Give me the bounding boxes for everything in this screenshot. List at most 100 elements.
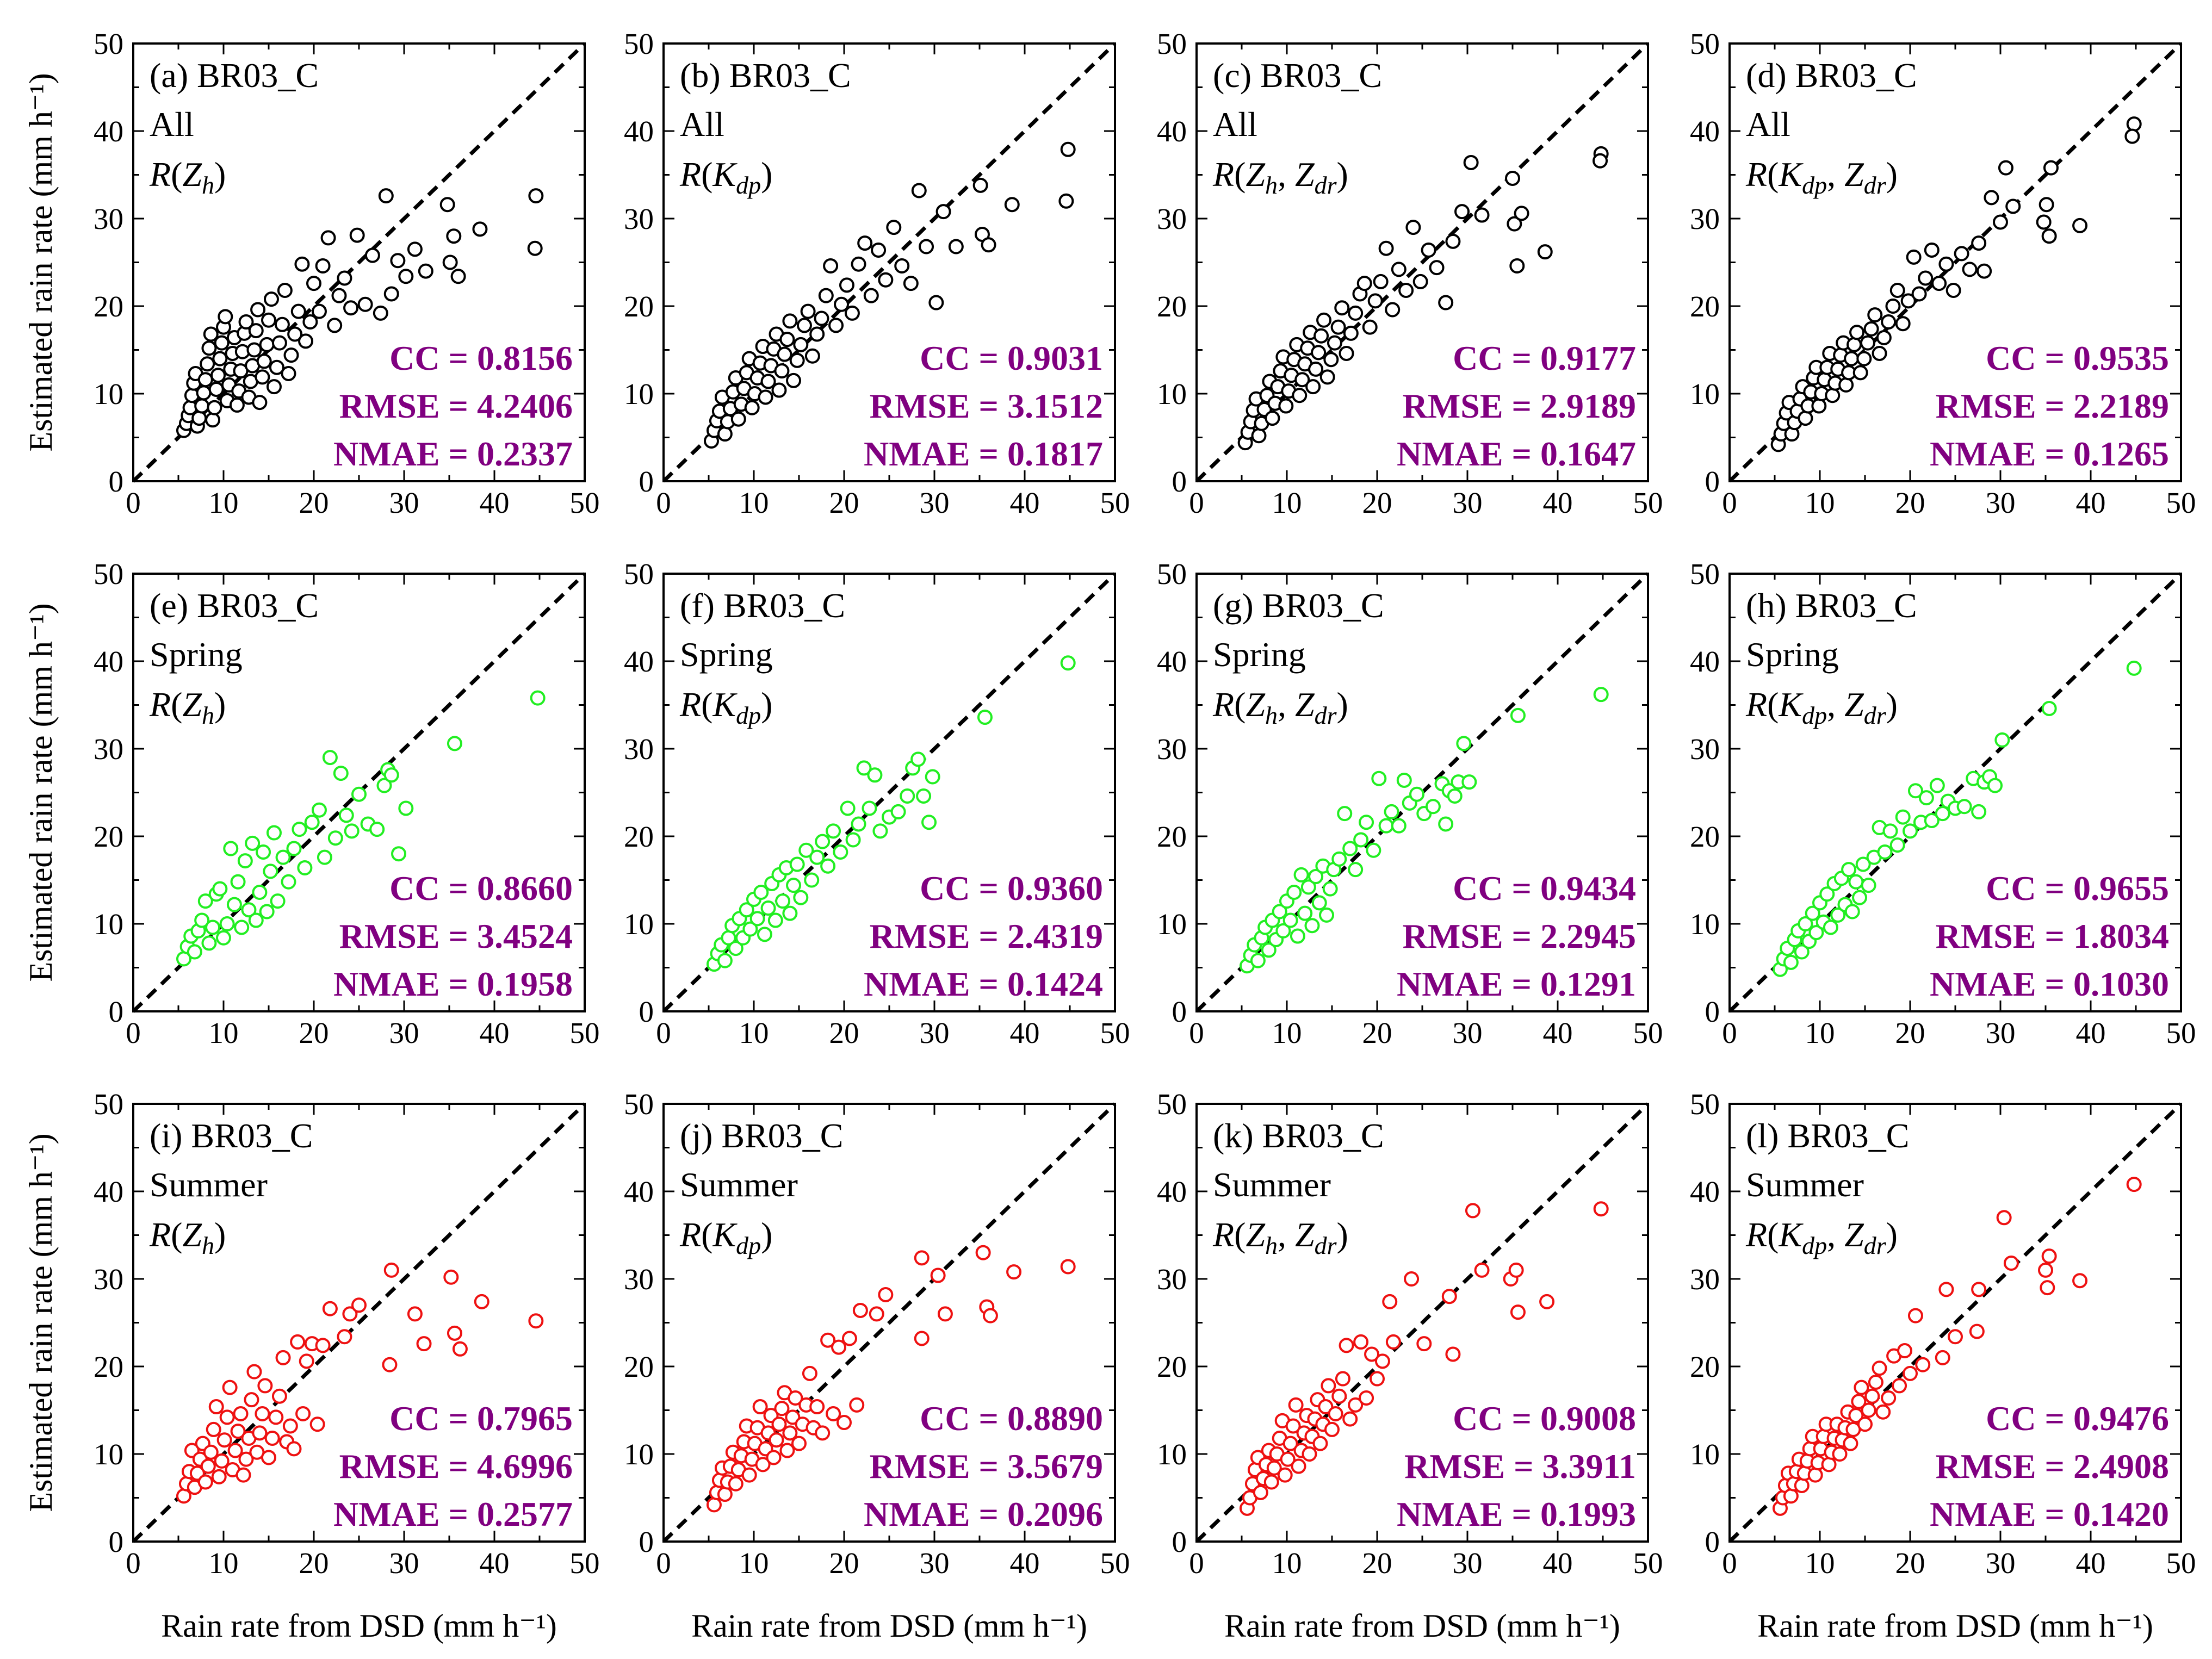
season-label: All (680, 105, 724, 144)
panel-i: 00 10 10 20 20 30 30 40 40 50 50 (i) BR03_C Summer R(… (23, 1088, 600, 1644)
scatter-point (349, 227, 365, 243)
scatter-point (271, 1388, 287, 1404)
scatter-point (439, 197, 455, 213)
scatter-point (214, 335, 230, 351)
scatter-point (1342, 841, 1358, 856)
scatter-point (935, 204, 951, 220)
scatter-point (266, 825, 282, 841)
y-tick-label: 30 (94, 202, 123, 235)
y-tick-label: 0 (109, 465, 124, 498)
scatter-point (1251, 428, 1267, 444)
scatter-point (200, 1458, 216, 1474)
x-tick-label: 30 (1986, 1546, 2016, 1580)
x-tick-label: 20 (829, 1546, 859, 1580)
scatter-point (383, 767, 399, 783)
scatter-point (447, 736, 462, 751)
scatter-point (845, 832, 861, 848)
scatter-point (1321, 1378, 1336, 1394)
x-tick-label: 30 (1453, 486, 1483, 519)
y-tick-label: 20 (1690, 1350, 1720, 1383)
scatter-point (1856, 351, 1872, 366)
scatter-point (290, 303, 306, 319)
x-axis-title: Rain rate from DSD (mm h⁻¹) (1757, 1608, 2153, 1644)
scatter-point (1882, 823, 1898, 839)
rmse-stat: RMSE = 2.2945 (1403, 917, 1636, 955)
scatter-point (1425, 799, 1441, 815)
y-tick-label: 30 (1690, 202, 1720, 235)
scatter-point (1849, 325, 1865, 340)
y-tick-label: 30 (624, 202, 654, 235)
scatter-point (1445, 233, 1461, 249)
scatter-point (1537, 244, 1553, 260)
scatter-point (248, 323, 264, 339)
scatter-point (2124, 128, 2140, 144)
scatter-point (1852, 365, 1868, 381)
panel-title: (i) BR03_C (150, 1116, 313, 1155)
scatter-point (972, 177, 988, 193)
scatter-point (804, 872, 820, 888)
scatter-point (1819, 886, 1835, 902)
scatter-point (911, 183, 927, 198)
scatter-point (2072, 1273, 2088, 1289)
scatter-point (910, 751, 926, 767)
scatter-point (219, 1409, 235, 1425)
scatter-point (528, 188, 544, 204)
scatter-point (1929, 778, 1945, 793)
scatter-point (1808, 925, 1824, 941)
y-tick-label: 40 (624, 645, 654, 678)
scatter-point (1962, 262, 1978, 277)
x-tick-label: 0 (1189, 1546, 1204, 1580)
scatter-point (878, 1287, 894, 1302)
scatter-point (219, 916, 235, 931)
scatter-point (742, 921, 758, 937)
scatter-point (1593, 1201, 1609, 1217)
scatter-point (1445, 1346, 1461, 1362)
scatter-point (755, 1457, 771, 1472)
scatter-point (1286, 885, 1302, 900)
x-tick-label: 30 (1986, 1016, 2016, 1049)
scatter-point (250, 302, 266, 318)
scatter-point (342, 1306, 358, 1322)
scatter-point (255, 369, 270, 385)
scatter-point (227, 1443, 243, 1458)
x-tick-label: 50 (570, 1546, 600, 1580)
x-tick-label: 20 (299, 1016, 329, 1049)
y-tick-label: 30 (1690, 1263, 1720, 1296)
x-tick-label: 50 (1100, 486, 1130, 519)
estimator-label: R(Zh) (149, 1215, 226, 1259)
scatter-point (1854, 1380, 1869, 1395)
scatter-point (2003, 1256, 2019, 1271)
scatter-point (977, 710, 993, 725)
scatter-point (1266, 1460, 1282, 1476)
scatter-point (229, 397, 245, 413)
x-tick-label: 10 (1272, 1016, 1302, 1049)
scatter-point (867, 767, 883, 783)
x-tick-label: 40 (1010, 1016, 1040, 1049)
scatter-point (779, 1443, 795, 1458)
y-tick-label: 40 (624, 1175, 654, 1208)
y-tick-label: 0 (639, 465, 654, 498)
panel-d: 00 10 10 20 20 30 30 40 40 50 50 (d) BR03_C All R(Kdp… (1690, 27, 2196, 519)
scatter-point (197, 372, 213, 388)
scatter-point (831, 1339, 847, 1355)
x-tick-label: 10 (739, 1016, 769, 1049)
scatter-point (1971, 804, 1987, 819)
scatter-point (785, 1409, 801, 1425)
scatter-point (2005, 198, 2021, 214)
x-tick-label: 0 (1722, 486, 1737, 519)
scatter-point (1915, 1357, 1931, 1372)
scatter-point (1348, 862, 1364, 878)
scatter-point (210, 368, 226, 383)
y-tick-label: 0 (1705, 465, 1720, 498)
scatter-point (791, 1436, 807, 1451)
scatter-point (1994, 732, 2010, 748)
season-label: Spring (680, 635, 773, 674)
scatter-point (2040, 1280, 2055, 1296)
scatter-point (241, 902, 257, 918)
panel-l: 00 10 10 20 20 30 30 40 40 50 50 (l) BR03_C Summer R(… (1690, 1088, 2196, 1644)
scatter-point (928, 295, 944, 310)
scatter-point (796, 318, 812, 333)
y-tick-label: 10 (1690, 377, 1720, 411)
scatter-point (815, 1425, 831, 1441)
y-tick-label: 0 (639, 1525, 654, 1558)
